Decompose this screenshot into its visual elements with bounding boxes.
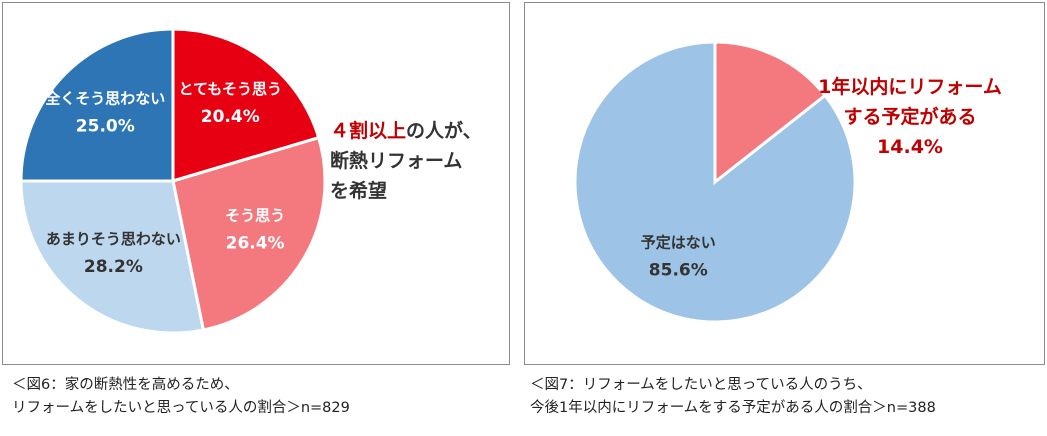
callout-left-highlight: ４割以上 [330, 120, 407, 142]
callout-right: 1年以内にリフォーム する予定がある 14.4% [805, 72, 1015, 162]
pie0-slice-1-name: そう思う [225, 206, 285, 224]
callout-left-line3: を希望 [330, 180, 388, 202]
caption-left: ＜図6：家の断熱性を高めるため、 リフォームをしたいと思っている人の割合＞n=8… [12, 374, 350, 420]
pie0-slice-0-value: 20.4% [201, 107, 260, 127]
caption-right-line1: ＜図7：リフォームをしたいと思っている人のうち、 [530, 377, 872, 393]
pie1-slice-1 [573, 40, 857, 324]
pie0-slice-3 [19, 27, 175, 183]
pie0-slice-0-name: とてもそう思う [178, 80, 282, 98]
pie0-slice-0 [171, 27, 321, 184]
pie1-slice-1-value: 85.6% [649, 261, 708, 281]
pie1-slice-1-name: 予定はない [641, 234, 716, 252]
pie0-slice-2-name: あまりそう思わない [46, 230, 181, 248]
callout-right-line2: する予定がある [843, 106, 977, 128]
pie1-slice-0 [713, 40, 828, 186]
pie0-slice-2 [19, 179, 206, 335]
pie0-slice-2-value: 28.2% [84, 257, 143, 277]
callout-left-line2: 断熱リフォーム [330, 150, 463, 172]
callout-left: ４割以上の人が、 断熱リフォーム を希望 [330, 116, 482, 206]
caption-right-line2: 今後1年以内にリフォームをする予定がある人の割合＞n=388 [530, 400, 936, 416]
callout-right-value: 14.4% [877, 136, 943, 158]
callout-right-line1: 1年以内にリフォーム [818, 76, 1002, 98]
callout-left-line1: の人が、 [406, 120, 482, 142]
pie0-slice-3-name: 全くそう思わない [44, 89, 165, 107]
caption-left-line2: リフォームをしたいと思っている人の割合＞n=829 [12, 400, 350, 416]
pie0-slice-3-value: 25.0% [76, 116, 135, 136]
pie0-slice-1-value: 26.4% [226, 233, 285, 253]
caption-left-line1: ＜図6：家の断熱性を高めるため、 [12, 377, 239, 393]
pie0-slice-1 [171, 135, 327, 332]
caption-right: ＜図7：リフォームをしたいと思っている人のうち、 今後1年以内にリフォームをする… [530, 374, 936, 420]
